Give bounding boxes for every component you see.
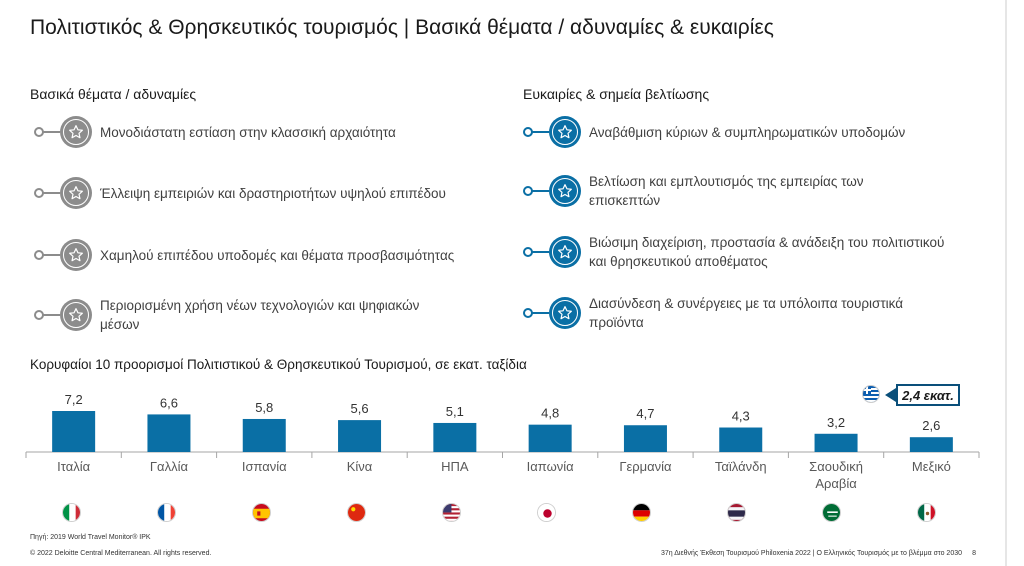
bar-chart: 7,2 Ιταλία 6,6 Γαλλία 5,8 Ισπανία 5,6 Κίνα 5,1 ΗΠ…	[25, 392, 980, 491]
italy-flag-icon	[62, 503, 81, 522]
bar	[52, 411, 96, 452]
france-flag-icon	[157, 503, 176, 522]
weakness-item: Μονοδιάστατη εστίαση στην κλασσική αρχαι…	[34, 116, 504, 148]
bar	[528, 424, 572, 452]
page-title: Πολιτιστικός & Θρησκευτικός τουρισμός | …	[30, 16, 774, 39]
saudi-arabia-flag-icon	[822, 503, 841, 522]
usa-flag-icon	[442, 503, 461, 522]
greece-flag-icon	[862, 385, 880, 403]
mexico-flag-icon	[917, 503, 936, 522]
star-icon	[552, 239, 578, 265]
category-label: Κίνα	[347, 459, 373, 474]
opportunity-item: Βελτίωση και εμπλουτισμός της εμπειρίας …	[523, 172, 983, 210]
data-label: 3,2	[827, 415, 845, 430]
opportunity-item: Διασύνδεση & συνέργειες με τα υπόλοιπα τ…	[523, 294, 983, 332]
data-label: 5,1	[446, 404, 464, 419]
bar	[338, 420, 382, 452]
opportunity-text: Αναβάθμιση κύριων & συμπληρωματικών υποδ…	[589, 124, 906, 140]
bar	[623, 425, 667, 452]
chart-title: Κορυφαίοι 10 προορισμοί Πολιτιστικού & Θ…	[30, 357, 527, 372]
weakness-text: Μονοδιάστατη εστίαση στην κλασσική αρχαι…	[100, 124, 396, 140]
source-note: Πηγή: 2019 World Travel Monitor® IPK	[30, 534, 151, 541]
opportunity-item: Αναβάθμιση κύριων & συμπληρωματικών υποδ…	[523, 116, 983, 148]
category-label: Ισπανία	[242, 459, 287, 474]
star-icon	[63, 119, 89, 145]
greece-callout: 2,4 εκατ.	[896, 384, 960, 406]
category-label: Γερμανία	[619, 459, 672, 474]
star-icon	[552, 300, 578, 326]
bar	[719, 427, 763, 452]
opportunity-text: Βελτίωση και εμπλουτισμός της εμπειρίας …	[589, 174, 864, 208]
data-label: 6,6	[160, 395, 178, 410]
data-label: 7,2	[65, 392, 83, 407]
data-label: 4,3	[732, 409, 750, 424]
category-label: Ταϊλάνδη	[715, 459, 767, 474]
star-icon	[552, 178, 578, 204]
data-label: 4,7	[636, 406, 654, 421]
germany-flag-icon	[632, 503, 651, 522]
opportunity-text: Διασύνδεση & συνέργειες με τα υπόλοιπα τ…	[589, 296, 904, 330]
weakness-text: Περιορισμένη χρήση νέων τεχνολογιών και …	[100, 298, 420, 332]
opportunity-text: Βιώσιμη διαχείριση, προστασία & ανάδειξη…	[589, 235, 945, 269]
category-label: Γαλλία	[150, 459, 189, 474]
data-label: 5,8	[255, 400, 273, 415]
star-icon	[63, 242, 89, 268]
weakness-item: Περιορισμένη χρήση νέων τεχνολογιών και …	[34, 296, 474, 334]
star-icon	[552, 119, 578, 145]
category-label: Ιταλία	[57, 459, 90, 474]
opportunities-heading: Ευκαιρίες & σημεία βελτίωσης	[523, 86, 710, 102]
data-label: 4,8	[541, 406, 559, 421]
weakness-text: Έλλειψη εμπειριών και δραστηριοτήτων υψη…	[100, 185, 446, 201]
data-label: 2,6	[922, 418, 940, 433]
china-flag-icon	[347, 503, 366, 522]
page-number: 8	[972, 550, 976, 557]
category-label: Μεξικό	[912, 459, 951, 474]
category-label: ΗΠΑ	[441, 459, 469, 474]
category-label: Ιαπωνία	[527, 459, 574, 474]
weakness-item: Χαμηλού επιπέδου υποδομές και θέματα προ…	[34, 239, 504, 271]
spain-flag-icon	[252, 503, 271, 522]
star-icon	[63, 180, 89, 206]
bar	[242, 418, 286, 452]
callout-arrow	[885, 388, 896, 402]
weakness-item: Έλλειψη εμπειριών και δραστηριοτήτων υψη…	[34, 177, 504, 209]
data-label: 5,6	[351, 401, 369, 416]
bar	[147, 414, 191, 452]
thailand-flag-icon	[727, 503, 746, 522]
slide-edge	[1005, 0, 1007, 566]
bar	[814, 433, 858, 452]
bar	[909, 437, 953, 452]
bar	[433, 422, 477, 452]
copyright: © 2022 Deloitte Central Mediterranean. A…	[30, 550, 212, 557]
category-label: Σαουδική	[809, 459, 863, 474]
opportunity-item: Βιώσιμη διαχείριση, προστασία & ανάδειξη…	[523, 233, 983, 271]
category-label: Αραβία	[815, 476, 857, 491]
weaknesses-heading: Βασικά θέματα / αδυναμίες	[30, 86, 197, 102]
japan-flag-icon	[537, 503, 556, 522]
weakness-text: Χαμηλού επιπέδου υποδομές και θέματα προ…	[100, 247, 455, 263]
footer-event: 37η Διεθνής Έκθεση Τουρισμού Philoxenia …	[661, 550, 962, 557]
star-icon	[63, 302, 89, 328]
